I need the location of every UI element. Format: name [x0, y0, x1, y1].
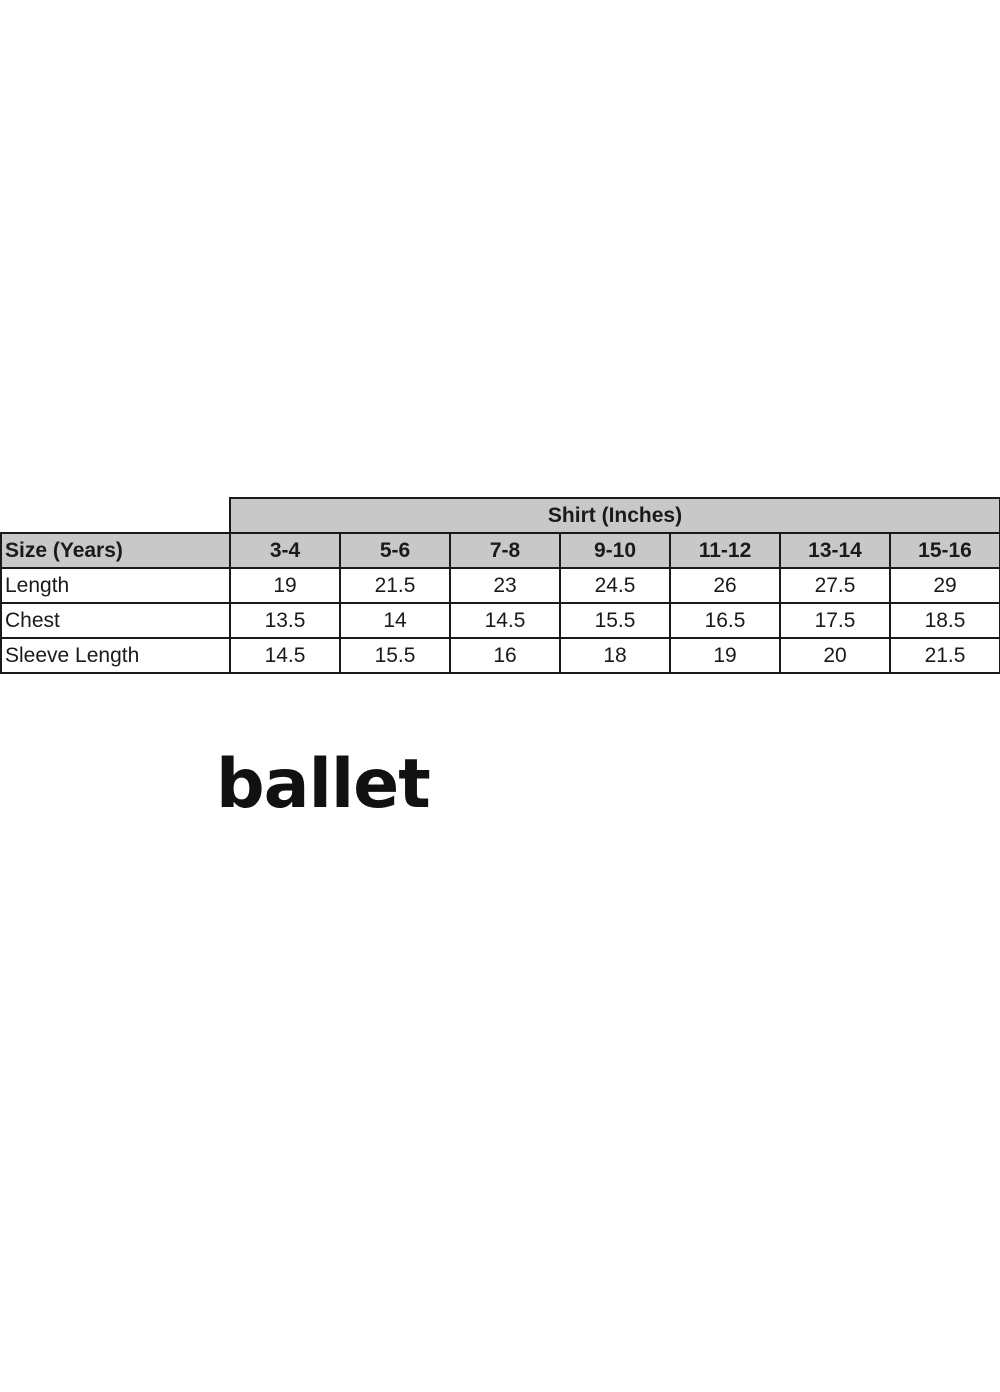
table-cell: 15.5	[559, 602, 671, 639]
table-cell: 16	[449, 637, 561, 674]
table-cell: 18.5	[888, 602, 1000, 639]
table-cell: 14	[339, 602, 451, 639]
size-header: 13-14	[779, 532, 891, 569]
table-cell: 15.5	[339, 637, 451, 674]
table-cell: 16.5	[669, 602, 781, 639]
table-cell: 21.5	[888, 637, 1000, 674]
table-cell: 20	[779, 637, 891, 674]
table-cell: 19	[229, 567, 341, 604]
row-label: Sleeve Length	[0, 637, 231, 674]
row-label: Length	[0, 567, 231, 604]
table-cell: 23	[449, 567, 561, 604]
size-chart-table: Shirt (Inches) Size (Years) 3-4 5-6 7-8 9-1…	[0, 497, 1000, 674]
empty-corner	[1, 498, 230, 534]
table-cell: 14.5	[229, 637, 341, 674]
table-cell: 14.5	[449, 602, 561, 639]
table-row: Chest 13.5 14 14.5 15.5 16.5 17.5 18.5	[0, 602, 1000, 639]
size-header: 9-10	[559, 532, 671, 569]
table-cell: 27.5	[779, 567, 891, 604]
size-header: 11-12	[669, 532, 781, 569]
row-label: Chest	[0, 602, 231, 639]
table-cell: 17.5	[779, 602, 891, 639]
group-header-row: Shirt (Inches)	[1, 497, 1000, 534]
size-header-row: Size (Years) 3-4 5-6 7-8 9-10 11-12 13-14 15-1…	[0, 532, 1000, 569]
size-header: 3-4	[229, 532, 341, 569]
row-header-label: Size (Years)	[0, 532, 231, 569]
table-cell: 21.5	[339, 567, 451, 604]
table-cell: 13.5	[229, 602, 341, 639]
table-cell: 18	[559, 637, 671, 674]
group-header: Shirt (Inches)	[228, 497, 1000, 534]
size-header: 15-16	[888, 532, 1000, 569]
caption: ballet	[216, 745, 431, 824]
size-header: 7-8	[449, 532, 561, 569]
table-cell: 24.5	[559, 567, 671, 604]
table-cell: 29	[888, 567, 1000, 604]
table-cell: 19	[669, 637, 781, 674]
table-row: Length 19 21.5 23 24.5 26 27.5 29	[0, 567, 1000, 604]
size-header: 5-6	[339, 532, 451, 569]
table-cell: 26	[669, 567, 781, 604]
table-row: Sleeve Length 14.5 15.5 16 18 19 20 21.5	[0, 637, 1000, 674]
